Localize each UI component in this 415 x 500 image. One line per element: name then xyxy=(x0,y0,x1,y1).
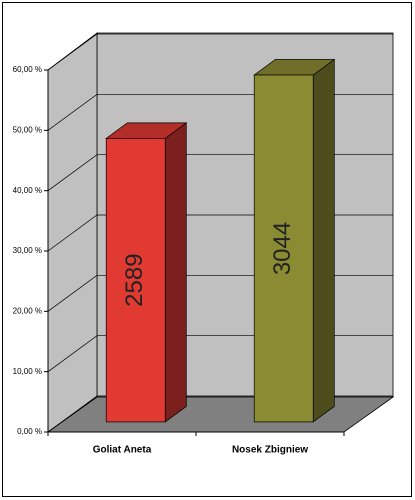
bar-side xyxy=(164,122,187,423)
bar: 3044 xyxy=(253,58,336,423)
y-tick-label: 30,00 % xyxy=(13,246,42,255)
y-tick-label: 60,00 % xyxy=(13,65,42,74)
bar-front xyxy=(253,74,314,423)
side-wall xyxy=(47,32,98,433)
y-tick-label: 10,00 % xyxy=(13,367,42,376)
grid-line xyxy=(47,33,393,71)
bar-side xyxy=(312,58,335,423)
data-label: 3044 xyxy=(269,222,296,275)
y-tick-label: 0,00 % xyxy=(17,427,42,436)
floor xyxy=(46,396,395,433)
bars: 2589 3044 xyxy=(105,58,336,423)
x-tick-label: Nosek Zbigniew xyxy=(232,445,308,456)
bar-front xyxy=(105,138,166,423)
data-label: 2589 xyxy=(121,253,148,306)
bar: 2589 xyxy=(105,122,188,423)
y-tick-label: 50,00 % xyxy=(13,125,42,134)
y-tick-label: 20,00 % xyxy=(13,306,42,315)
x-tick-label: Goliat Aneta xyxy=(93,445,152,456)
y-tick-label: 40,00 % xyxy=(13,186,42,195)
